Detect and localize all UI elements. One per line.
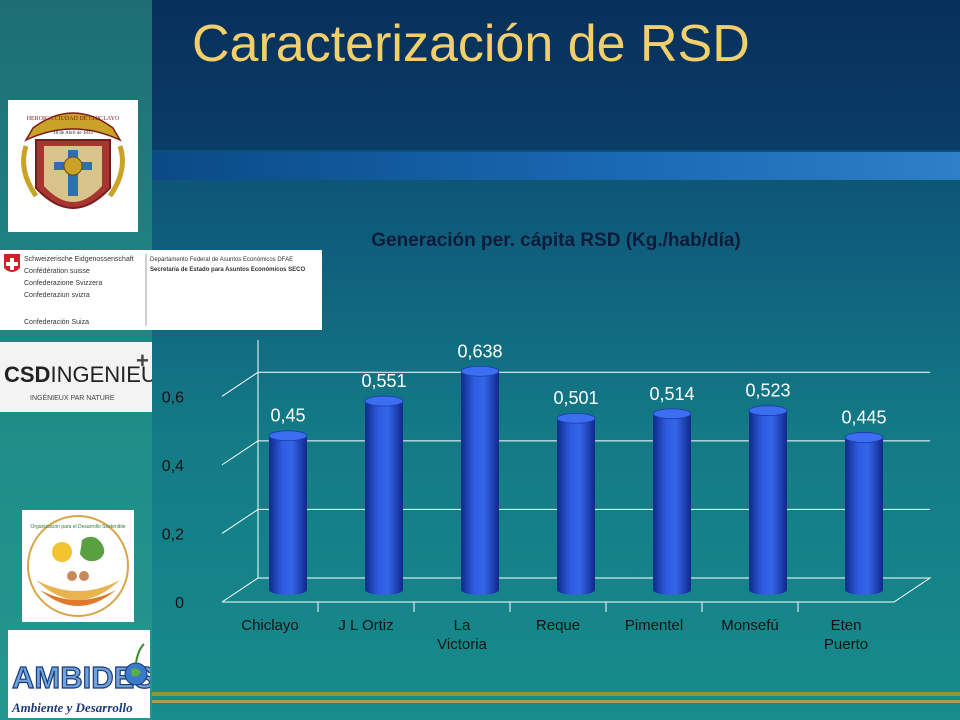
accent-bar	[152, 152, 960, 180]
ambides-name: AMBIDES	[12, 660, 150, 695]
value-label: 0,638	[457, 341, 502, 361]
organization-logo-text: Organización para el Desarrollo Sostenib…	[30, 524, 125, 530]
footer-line	[152, 692, 960, 696]
swiss-seco-logo: Schweizerische Eidgenossenschaft Confédé…	[0, 250, 322, 330]
y-tick-label: 0,4	[162, 458, 184, 475]
value-label: 0,501	[553, 388, 598, 408]
chart-left-wall	[221, 340, 259, 603]
swiss-line-2: Confédération suisse	[24, 268, 90, 275]
bar	[556, 412, 596, 595]
gridline	[221, 508, 930, 534]
category-label: Pimentel	[625, 617, 683, 634]
organization-logo: Organización para el Desarrollo Sostenib…	[22, 510, 134, 622]
bar-top	[556, 412, 596, 424]
csd-plus-icon: +	[136, 348, 149, 373]
swiss-line-3: Confederazione Svizzera	[24, 280, 102, 287]
category-label: J L Ortiz	[338, 617, 393, 634]
chiclayo-logo: HEROICA CIUDAD DE CHICLAYO 18 de Abril d…	[8, 100, 138, 232]
csd-logo-bold: CSD	[4, 362, 50, 387]
title-band	[152, 0, 960, 150]
svg-text:CSDINGENIEURS: CSDINGENIEURS	[4, 362, 152, 387]
swiss-seco-line: Secretaría de Estado para Asuntos Económ…	[150, 267, 305, 273]
bar-body	[749, 410, 787, 595]
ambides-logo-graphic: AMBIDES Ambiente y Desarrollo	[8, 630, 150, 718]
bar-chart: 0 0,2 0,4 0,6 0,45 Chiclayo 0,551 J L Ortiz 0,63…	[162, 340, 932, 653]
slide-title: Caracterización de RSD	[192, 15, 750, 73]
bar	[844, 432, 884, 595]
category-label: Chiclayo	[241, 617, 299, 634]
swiss-line-1: Schweizerische Eidgenossenschaft	[24, 256, 134, 263]
bar	[652, 408, 692, 595]
bar-top	[844, 432, 884, 443]
chiclayo-logo-arc-text: HEROICA CIUDAD DE CHICLAYO	[27, 116, 120, 122]
bar-top	[460, 365, 500, 377]
bar-top	[748, 405, 788, 417]
footer-line-secondary	[152, 700, 960, 703]
value-label: 0,445	[841, 407, 886, 427]
y-tick-label: 0	[175, 595, 184, 612]
csd-tagline: INGÉNIEUX PAR NATURE	[30, 393, 115, 402]
category-label: Puerto	[824, 636, 868, 653]
csd-logo-graphic: CSDINGENIEURS + INGÉNIEUX PAR NATURE	[0, 342, 152, 412]
swiss-logo-graphic: Schweizerische Eidgenossenschaft Confédé…	[0, 250, 322, 330]
bar-body	[365, 401, 403, 595]
swiss-line-5: Confederación Suiza	[24, 319, 89, 326]
chiclayo-logo-date: 18 de Abril de 1835	[53, 131, 93, 136]
gridline	[221, 440, 930, 466]
bar-body	[845, 437, 883, 595]
gridline	[221, 371, 930, 397]
bar	[268, 430, 308, 595]
value-label: 0,551	[361, 371, 406, 391]
category-label: La	[454, 617, 471, 634]
bar	[460, 365, 500, 595]
swiss-line-4: Confederaziun svizra	[24, 292, 90, 299]
category-label: Victoria	[437, 636, 487, 653]
y-tick-label: 0,6	[162, 389, 184, 406]
chart-title: Generación per. cápita RSD (Kg./hab/día)	[371, 230, 741, 251]
bar-body	[557, 418, 595, 595]
organization-logo-graphic: Organización para el Desarrollo Sostenib…	[22, 510, 134, 622]
csd-logo-rest: INGENIEURS	[50, 362, 152, 387]
csd-ingenieurs-logo: CSDINGENIEURS + INGÉNIEUX PAR NATURE	[0, 342, 152, 412]
bar-top	[652, 408, 692, 420]
value-label: 0,523	[745, 381, 790, 401]
swiss-dept-line: Departamento Federal de Asuntos Económic…	[150, 257, 293, 263]
category-label: Reque	[536, 617, 580, 634]
bar	[364, 395, 404, 595]
ambides-tagline: Ambiente y Desarrollo	[11, 700, 133, 715]
bar-top	[364, 395, 404, 407]
bar-body	[269, 435, 307, 595]
value-label: 0,514	[649, 384, 694, 404]
chiclayo-coat-of-arms: HEROICA CIUDAD DE CHICLAYO 18 de Abril d…	[8, 100, 138, 232]
bar	[748, 405, 788, 595]
y-tick-label: 0,2	[162, 526, 184, 543]
value-label: 0,45	[270, 406, 305, 426]
bar-top	[268, 430, 308, 442]
bar-body	[461, 371, 499, 595]
ambides-logo: AMBIDES Ambiente y Desarrollo	[8, 630, 150, 718]
category-label: Monsefú	[721, 617, 779, 634]
bar-body	[653, 413, 691, 595]
category-label: Eten	[831, 617, 862, 634]
